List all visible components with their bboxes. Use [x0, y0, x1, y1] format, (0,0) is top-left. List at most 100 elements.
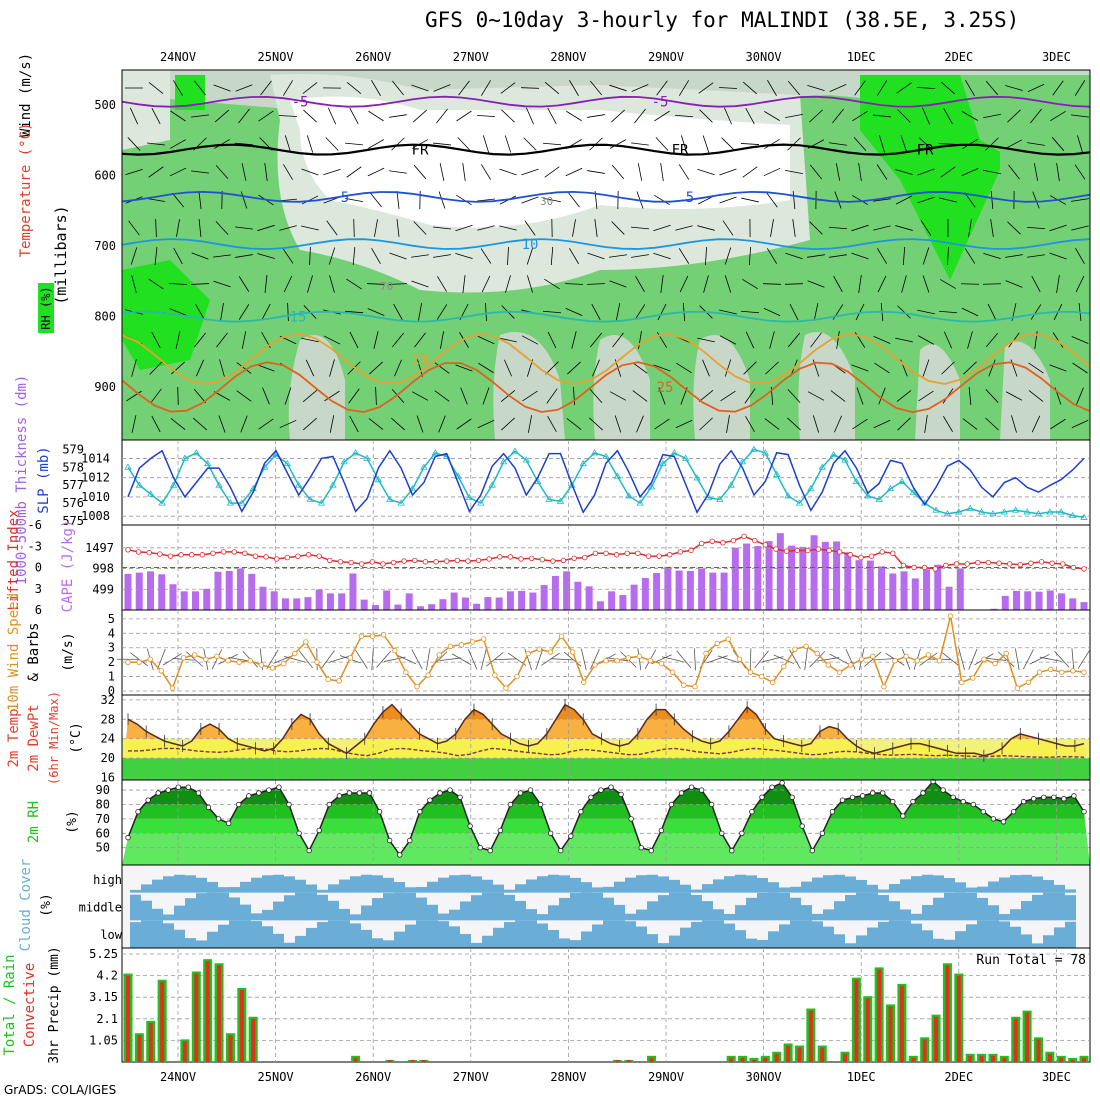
wind-speed-point: [403, 669, 409, 675]
wind-barb-10m: [829, 653, 850, 665]
wind-speed-point: [258, 662, 265, 668]
cloud-cell: [548, 930, 559, 948]
thickness-point: [818, 463, 826, 470]
rh2m-point: [417, 808, 423, 815]
thickness-point: [420, 463, 428, 470]
minmax-axis-label: (6hr Min/Max): [47, 691, 61, 785]
thickness-point: [784, 492, 792, 499]
wind-barb: [678, 248, 690, 264]
wind-barb: [566, 110, 582, 122]
wind-barb: [366, 283, 386, 285]
wind-barb: [592, 359, 600, 377]
wind-speed-point: [214, 653, 220, 660]
thickness-point: [613, 472, 622, 479]
wind-barb: [257, 224, 275, 232]
wind-barb-10m: [941, 652, 960, 667]
cloud-cell: [834, 874, 845, 893]
wind-barb: [792, 191, 796, 209]
wind-barb: [874, 362, 890, 374]
wind-barb: [961, 307, 979, 317]
cloud-cell: [493, 927, 504, 948]
lifted-index-point: [539, 557, 545, 563]
rh2m-point: [427, 797, 433, 803]
rh-contour-fill: [798, 332, 855, 440]
cloud-cell: [515, 900, 526, 921]
wind-barb: [566, 418, 582, 430]
wind-barb: [218, 415, 226, 433]
wind-barb: [327, 107, 337, 125]
wind-speed-point: [469, 639, 476, 645]
wind-barb: [547, 415, 557, 433]
wind-barb: [301, 195, 319, 205]
cloud-cell: [185, 875, 196, 893]
slp-axis-label: SLP (mb): [36, 446, 52, 513]
wind-barb: [168, 283, 188, 285]
wind-barb: [1005, 254, 1023, 258]
thickness-point: [317, 499, 326, 506]
wind-barb: [258, 110, 274, 122]
wind-barb: [611, 221, 625, 235]
thickness-point: [465, 493, 474, 501]
precip-conv-bar: [251, 1018, 256, 1062]
lifted-index-point: [348, 559, 354, 566]
lifted-index-point: [815, 546, 822, 552]
wind-barb: [148, 166, 164, 178]
thickness-point: [226, 499, 235, 506]
cloud-cell: [196, 877, 207, 893]
lifted-index-point: [497, 554, 503, 560]
wind-barb: [638, 331, 642, 349]
wind-speed-point: [947, 613, 954, 619]
lifted-index-point: [773, 546, 779, 552]
wind-barb-10m: [162, 653, 183, 666]
isotherm-label: FR: [917, 143, 934, 159]
isotherm-line: [121, 361, 1091, 414]
wind-barb: [656, 80, 668, 96]
wind-barb-10m: [211, 649, 223, 670]
cloud-cell: [867, 927, 878, 948]
wind-barb: [283, 275, 293, 293]
cloud-cell: [977, 897, 988, 921]
wind-barb: [434, 390, 450, 402]
wind-barb: [151, 331, 161, 349]
thickness-point: [590, 449, 599, 456]
wind-speed-point: [1081, 669, 1087, 675]
wind-barb: [1028, 362, 1044, 374]
wind-barb: [155, 218, 157, 238]
wind-barb: [499, 168, 517, 176]
wind-barb: [1072, 362, 1088, 374]
wind-barb: [436, 108, 448, 124]
lifted-index-point: [518, 556, 524, 562]
precip-conv-bar: [228, 1035, 233, 1062]
isotherm-label: 5: [686, 190, 694, 206]
cloud-cell: [735, 874, 746, 893]
cloud-cell: [669, 935, 680, 948]
lifted-index-point: [752, 537, 758, 544]
cloud-cell: [537, 914, 548, 921]
wind-barb: [214, 109, 230, 123]
cloud-cell: [537, 876, 548, 893]
wind-barb: [482, 135, 490, 153]
lifted-index-point: [263, 554, 269, 560]
wind-barb: [149, 361, 163, 375]
wind-barb: [374, 219, 378, 237]
wind-speed-point: [125, 659, 131, 665]
cloud-cell: [251, 913, 262, 921]
wind-barb: [567, 361, 581, 375]
cloud-cell: [438, 921, 449, 948]
wind-speed-point: [992, 660, 998, 667]
wind-barb: [414, 332, 426, 348]
cloud-cell: [647, 901, 658, 921]
wind-barb: [282, 248, 294, 264]
wind-barb: [943, 331, 953, 349]
wind-barb: [1077, 135, 1083, 153]
cape-bar: [889, 573, 897, 610]
rh-label: 30: [540, 195, 553, 208]
wind-barb: [743, 361, 757, 375]
rh2m-point: [517, 790, 524, 796]
wind-barb: [264, 275, 268, 293]
cloud-cell: [1043, 880, 1054, 893]
wind-barb: [240, 191, 248, 209]
wind-speed-point: [847, 662, 854, 668]
wind-barb: [1005, 85, 1023, 91]
